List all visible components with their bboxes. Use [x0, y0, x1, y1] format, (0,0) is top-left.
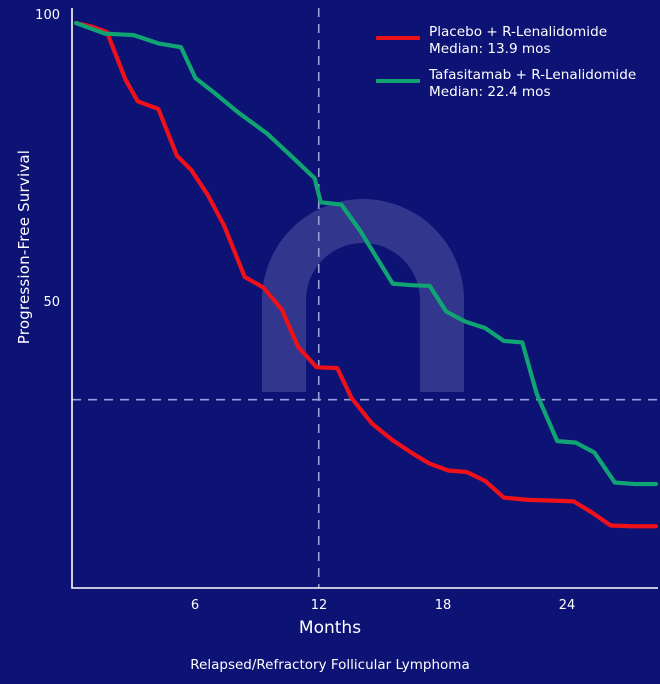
y-axis-title: Progression-Free Survival: [15, 149, 33, 345]
legend-label-placebo: Placebo + R-Lenalidomide Median: 13.9 mo…: [429, 24, 607, 59]
legend-item-tafasitamab: Tafasitamab + R-Lenalidomide Median: 22.…: [376, 67, 651, 102]
y-tick-label-100: 100: [35, 8, 60, 23]
chart-legend: Placebo + R-Lenalidomide Median: 13.9 mo…: [376, 24, 651, 110]
legend-swatch-tafasitamab: [376, 78, 420, 83]
x-tick-label-24: 24: [558, 598, 576, 613]
watermark-arch: [262, 199, 464, 392]
x-tick-label-18: 18: [434, 598, 452, 613]
x-axis-title: Months: [298, 618, 362, 638]
legend-series-name-tafasitamab: Tafasitamab + R-Lenalidomide: [429, 66, 637, 83]
curve-tafasitamab: [74, 20, 658, 487]
x-tick-label-12: 12: [310, 598, 328, 613]
x-tick-label-6: 6: [190, 598, 200, 613]
y-tick-label-50: 50: [43, 295, 60, 310]
chart-caption: Relapsed/Refractory Follicular Lymphoma: [190, 657, 470, 673]
axis-lines: [71, 8, 658, 589]
curve-placebo: [74, 20, 658, 529]
legend-median-tafasitamab: Median: 22.4 mos: [429, 84, 551, 101]
legend-series-name-placebo: Placebo + R-Lenalidomide: [429, 24, 608, 40]
legend-swatch-placebo: [376, 36, 420, 40]
legend-label-tafasitamab: Tafasitamab + R-Lenalidomide Median: 22.…: [429, 67, 636, 102]
legend-item-placebo: Placebo + R-Lenalidomide Median: 13.9 mo…: [376, 24, 651, 59]
legend-median-placebo: Median: 13.9 mos: [429, 41, 551, 58]
